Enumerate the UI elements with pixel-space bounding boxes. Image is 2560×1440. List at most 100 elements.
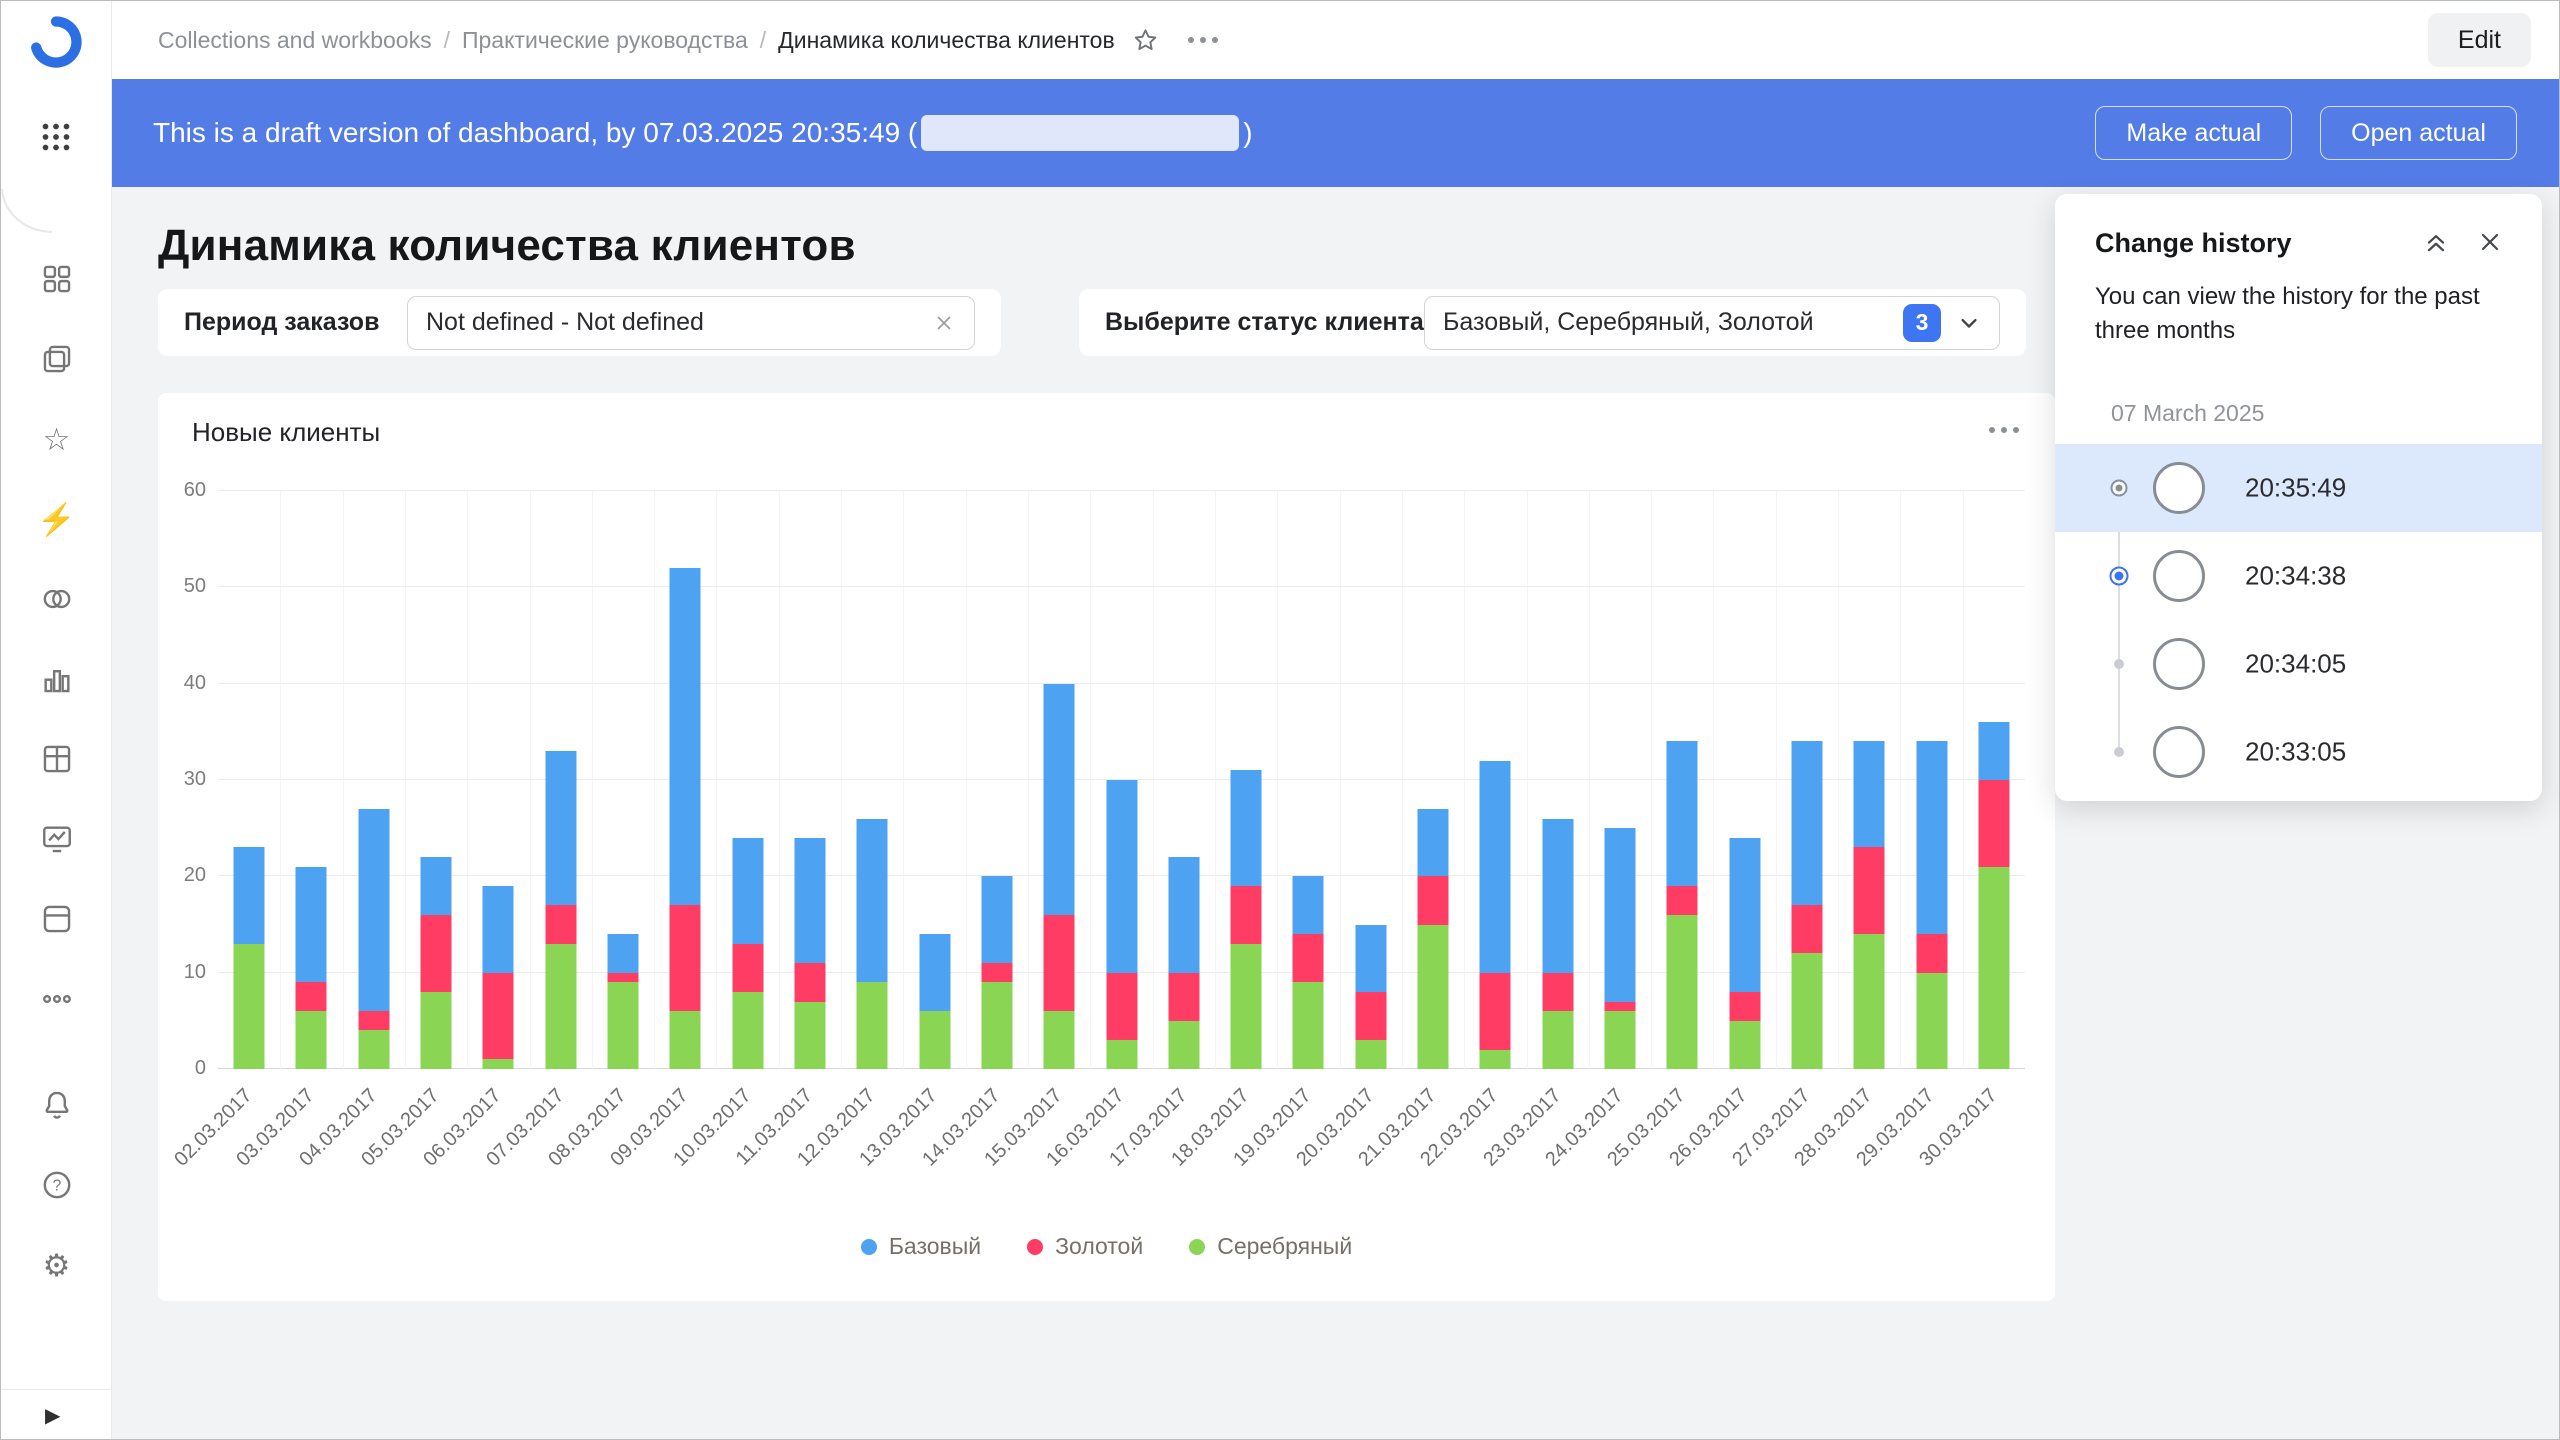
bar-chart-icon[interactable] [1, 639, 112, 719]
gridline [529, 491, 531, 1069]
open-actual-button[interactable]: Open actual [2320, 106, 2517, 160]
breadcrumb-collections[interactable]: Collections and workbooks [158, 26, 432, 53]
venn-circles-icon[interactable] [1, 559, 112, 639]
bar-13.03.2017[interactable] [919, 491, 951, 1069]
monitor-chart-icon[interactable] [1, 799, 112, 879]
bar-segment-Базовый [1729, 837, 1761, 992]
make-actual-button[interactable]: Make actual [2095, 106, 2293, 160]
gridline [1651, 491, 1653, 1069]
gridline [1900, 491, 1902, 1069]
bar-segment-Базовый [1479, 760, 1511, 973]
squares-icon[interactable] [1, 239, 112, 319]
history-item[interactable]: 20:34:05 [2055, 620, 2542, 708]
radio-selected-icon[interactable] [2110, 479, 2128, 497]
bar-18.03.2017[interactable] [1230, 491, 1262, 1069]
history-item[interactable]: 20:35:49 [2055, 444, 2542, 532]
chart-title: Новые клиенты [192, 417, 381, 447]
layers-icon[interactable] [1, 319, 112, 399]
history-item[interactable]: 20:34:38 [2055, 532, 2542, 620]
bar-30.03.2017[interactable] [1978, 491, 2010, 1069]
bar-segment-Серебряный [358, 1030, 390, 1069]
timeline-dot-icon [2114, 747, 2124, 757]
legend-item-Золотой[interactable]: Золотой [1027, 1233, 1143, 1260]
apps-grid-icon[interactable] [38, 119, 74, 155]
bar-24.03.2017[interactable] [1604, 491, 1636, 1069]
bar-segment-Золотой [1355, 991, 1387, 1041]
gear-icon[interactable]: ⚙ [42, 1247, 71, 1283]
favorite-star-icon[interactable] [1131, 26, 1160, 55]
bar-05.03.2017[interactable] [420, 491, 452, 1069]
bar-22.03.2017[interactable] [1479, 491, 1511, 1069]
datalens-logo-icon[interactable] [27, 13, 85, 71]
clear-x-icon[interactable] [932, 311, 956, 335]
more-icon[interactable] [1, 959, 112, 1039]
breadcrumb-guides[interactable]: Практические руководства [461, 26, 748, 53]
gridline [1214, 491, 1216, 1069]
close-icon[interactable] [2476, 228, 2504, 256]
legend-item-Серебряный[interactable]: Серебряный [1189, 1233, 1352, 1260]
bar-02.03.2017[interactable] [233, 491, 265, 1069]
bar-segment-Серебряный [919, 1011, 951, 1069]
avatar [2153, 726, 2205, 778]
bar-segment-Базовый [607, 934, 639, 973]
history-hint: You can view the history for the past th… [2095, 283, 2480, 344]
bar-03.03.2017[interactable] [295, 491, 327, 1069]
bar-segment-Серебряный [1479, 1049, 1511, 1069]
bar-segment-Золотой [1106, 972, 1137, 1041]
sidebar-nav: ☆ ⚡ [1, 239, 112, 1039]
bar-segment-Золотой [607, 972, 639, 983]
legend-label: Золотой [1055, 1233, 1144, 1259]
legend-item-Базовый[interactable]: Базовый [860, 1233, 981, 1260]
status-filter-select[interactable]: Базовый, Серебряный, Золотой 3 [1424, 295, 2000, 350]
bar-segment-Базовый [482, 885, 514, 973]
bar-23.03.2017[interactable] [1542, 491, 1574, 1069]
table-grid-icon[interactable] [1, 719, 112, 799]
expand-arrow-icon[interactable]: ▶ [45, 1405, 61, 1427]
plot-area [218, 490, 2025, 1069]
bar-12.03.2017[interactable] [856, 491, 888, 1069]
bar-segment-Серебряный [1729, 1020, 1761, 1069]
collapse-icon[interactable] [2422, 228, 2450, 256]
change-history-panel: Change history You can view the history … [2055, 194, 2542, 801]
bar-06.03.2017[interactable] [482, 491, 514, 1069]
bar-segment-Базовый [358, 808, 390, 1012]
star-icon[interactable]: ☆ [42, 421, 71, 457]
bar-15.03.2017[interactable] [1043, 491, 1075, 1069]
bar-27.03.2017[interactable] [1791, 491, 1823, 1069]
bar-segment-Серебряный [1043, 1011, 1075, 1069]
lightning-icon[interactable]: ⚡ [37, 501, 76, 537]
bar-11.03.2017[interactable] [794, 491, 826, 1069]
bar-14.03.2017[interactable] [981, 491, 1013, 1069]
radio-current-icon[interactable] [2109, 566, 2129, 586]
bar-26.03.2017[interactable] [1729, 491, 1761, 1069]
box-icon[interactable] [1, 879, 112, 959]
period-filter-input[interactable]: Not defined - Not defined [407, 295, 975, 350]
help-icon[interactable]: ? [1, 1145, 112, 1225]
bar-07.03.2017[interactable] [545, 491, 577, 1069]
legend-dot-icon [860, 1238, 877, 1255]
bar-segment-Серебряный [482, 1059, 514, 1069]
bar-09.03.2017[interactable] [669, 491, 701, 1069]
edit-button[interactable]: Edit [2427, 13, 2531, 67]
bar-08.03.2017[interactable] [607, 491, 639, 1069]
more-icon[interactable] [1182, 31, 1224, 49]
bar-29.03.2017[interactable] [1916, 491, 1948, 1069]
bar-segment-Золотой [1604, 1001, 1636, 1012]
chart-more-icon[interactable] [1989, 427, 2019, 433]
gridline [218, 490, 2025, 491]
bar-25.03.2017[interactable] [1666, 491, 1698, 1069]
bar-04.03.2017[interactable] [358, 491, 390, 1069]
bell-icon[interactable] [1, 1065, 112, 1145]
history-item[interactable]: 20:33:05 [2055, 708, 2542, 796]
bar-28.03.2017[interactable] [1853, 491, 1885, 1069]
bar-20.03.2017[interactable] [1355, 491, 1387, 1069]
bar-10.03.2017[interactable] [732, 491, 764, 1069]
bar-19.03.2017[interactable] [1292, 491, 1324, 1069]
bar-segment-Золотой [1292, 934, 1324, 983]
bar-segment-Золотой [1417, 876, 1449, 925]
sidebar-footer: ▶ [1, 1389, 112, 1439]
y-tick-label: 0 [194, 1057, 206, 1079]
bar-21.03.2017[interactable] [1417, 491, 1449, 1069]
bar-16.03.2017[interactable] [1106, 491, 1137, 1069]
bar-17.03.2017[interactable] [1168, 491, 1200, 1069]
